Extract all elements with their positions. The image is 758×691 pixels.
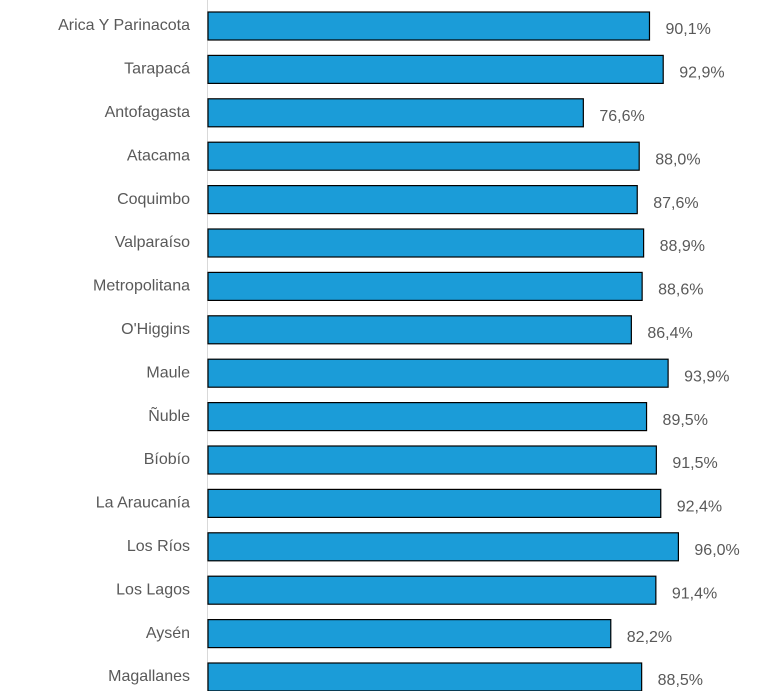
bar [207,662,643,691]
value-label: 87,6% [653,195,698,212]
category-label: La Araucanía [96,495,190,512]
category-label: Tarapacá [124,61,190,78]
bar [207,271,643,301]
bar [207,532,679,562]
bar [207,315,632,345]
value-label: 88,5% [658,672,703,689]
bar [207,11,651,41]
bar [207,98,584,128]
value-label: 86,4% [647,325,692,342]
value-label: 88,0% [655,151,700,168]
bar [207,618,612,649]
bar [207,228,645,258]
value-label: 76,6% [599,108,644,125]
value-label: 92,9% [679,65,724,82]
category-label: Metropolitana [93,278,190,295]
category-label: Bíobío [144,451,190,468]
value-label: 91,5% [672,455,717,472]
bar [207,575,657,605]
category-label: Coquimbo [117,191,190,208]
bar [207,54,664,85]
value-label: 82,2% [627,629,672,646]
bar [207,445,657,475]
category-label: Aysén [146,625,190,642]
bar [207,402,648,432]
value-label: 89,5% [663,412,708,429]
category-label: Arica Y Parinacota [58,17,190,34]
value-label: 91,4% [672,585,717,602]
value-label: 90,1% [665,21,710,38]
category-label: O'Higgins [121,321,190,338]
category-label: Ñuble [148,405,190,425]
bar [207,185,638,215]
value-label: 88,9% [660,238,705,255]
value-label: 93,9% [684,368,729,385]
bar [207,488,662,518]
value-label: 96,0% [694,542,739,559]
value-label: 92,4% [677,499,722,516]
category-label: Atacama [127,147,190,164]
value-label: 88,6% [658,282,703,299]
bar [207,358,669,388]
category-label: Antofagasta [105,104,191,121]
category-label: Los Ríos [127,538,190,555]
category-label: Valparaíso [115,234,190,251]
bar [207,141,640,171]
category-label: Magallanes [108,668,190,685]
category-label: Maule [146,364,190,381]
category-label: Los Lagos [116,581,190,598]
